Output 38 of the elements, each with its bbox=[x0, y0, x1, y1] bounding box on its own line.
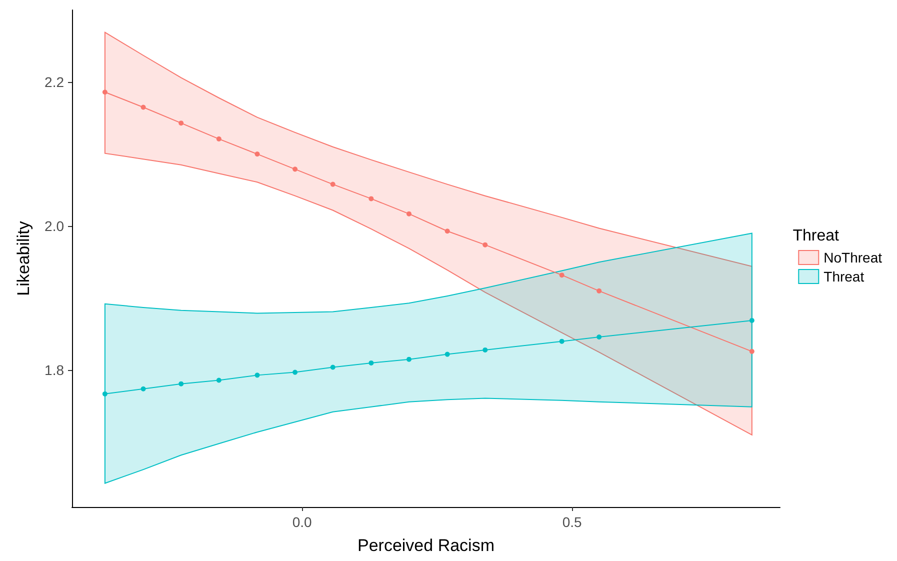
point bbox=[749, 318, 754, 323]
y-tick-label: 2.2 bbox=[44, 74, 64, 90]
point bbox=[406, 211, 412, 216]
legend-label: Threat bbox=[824, 268, 864, 284]
point bbox=[596, 288, 602, 294]
x-tick-label: 0.5 bbox=[562, 514, 582, 530]
point bbox=[559, 338, 564, 344]
point bbox=[292, 370, 298, 375]
point bbox=[482, 242, 488, 248]
point bbox=[102, 90, 108, 95]
x-tick-label: 0.0 bbox=[292, 514, 312, 530]
legend-label: NoThreat bbox=[824, 250, 882, 266]
point bbox=[178, 120, 184, 126]
point bbox=[444, 352, 450, 357]
point bbox=[178, 381, 184, 386]
point bbox=[368, 196, 374, 202]
y-axis-title: Likeability bbox=[14, 220, 33, 296]
point bbox=[254, 372, 260, 378]
x-axis-title: Perceived Racism bbox=[358, 536, 494, 555]
point bbox=[482, 347, 488, 352]
point bbox=[406, 356, 412, 362]
point bbox=[559, 272, 564, 278]
legend-title: Threat bbox=[792, 228, 840, 244]
point bbox=[749, 348, 754, 354]
y-tick-label: 2.0 bbox=[44, 218, 64, 234]
point bbox=[216, 378, 222, 383]
point bbox=[444, 228, 450, 234]
point bbox=[140, 104, 146, 110]
point bbox=[216, 136, 222, 142]
point bbox=[368, 360, 374, 366]
point bbox=[292, 166, 298, 172]
point bbox=[254, 152, 260, 157]
point bbox=[102, 391, 108, 396]
point bbox=[330, 182, 336, 187]
y-tick-label: 1.8 bbox=[44, 362, 64, 378]
point bbox=[596, 334, 602, 340]
point bbox=[140, 386, 146, 392]
point bbox=[330, 364, 336, 370]
